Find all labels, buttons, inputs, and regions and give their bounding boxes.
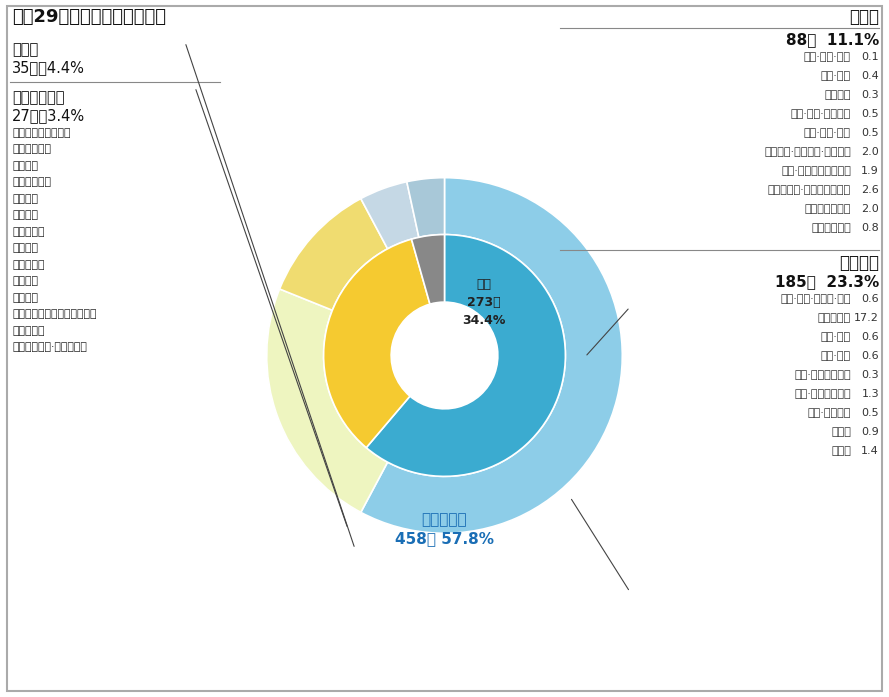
Wedge shape — [412, 235, 444, 304]
Text: 水産·建設·鉱業: 水産·建設·鉱業 — [804, 128, 851, 138]
Text: 公務等: 公務等 — [831, 427, 851, 437]
Text: 商社·流通: 商社·流通 — [821, 351, 851, 361]
Text: 1.3: 1.3 — [861, 389, 879, 399]
Text: 情報通信業: 情報通信業 — [818, 313, 851, 323]
Text: 学術·開発研究機関: 学術·開発研究機関 — [795, 370, 851, 380]
Text: 17.2: 17.2 — [854, 313, 879, 323]
Text: その他: その他 — [12, 42, 38, 57]
Text: 電気·ガス·熱供給·水道: 電気·ガス·熱供給·水道 — [781, 294, 851, 304]
Text: 0.4: 0.4 — [861, 71, 879, 81]
Text: 2.6: 2.6 — [861, 185, 879, 195]
Text: 0.6: 0.6 — [861, 332, 879, 342]
Text: 185名  23.3%: 185名 23.3% — [774, 274, 879, 289]
Wedge shape — [361, 178, 622, 533]
Wedge shape — [267, 289, 388, 512]
Wedge shape — [324, 239, 430, 447]
Text: 2.0: 2.0 — [861, 147, 879, 157]
Wedge shape — [366, 235, 565, 476]
Text: 製造業: 製造業 — [849, 8, 879, 26]
Text: 輸送用機械器具: 輸送用機械器具 — [805, 204, 851, 214]
Text: 0.6: 0.6 — [861, 351, 879, 361]
Text: 他大学大学院: 他大学大学院 — [12, 90, 65, 105]
Text: 京都大学: 京都大学 — [12, 277, 38, 286]
Text: 鉄鋼·非鉄·金属製品: 鉄鋼·非鉄·金属製品 — [790, 109, 851, 119]
Text: 電子部品·デバイス·電子回路: 電子部品·デバイス·電子回路 — [765, 147, 851, 157]
Text: 慶応義塾大学: 慶応義塾大学 — [12, 178, 51, 187]
Text: 本学大学院
458名 57.8%: 本学大学院 458名 57.8% — [395, 512, 494, 546]
Text: 東京工業大学大学院: 東京工業大学大学院 — [12, 128, 70, 138]
Text: 専門·技術サービス: 専門·技術サービス — [795, 389, 851, 399]
Text: 1.4: 1.4 — [861, 446, 879, 456]
Text: 群馬大学: 群馬大学 — [12, 243, 38, 254]
Text: 0.5: 0.5 — [861, 408, 879, 418]
Text: 0.5: 0.5 — [861, 128, 879, 138]
Text: 名古屋大学: 名古屋大学 — [12, 260, 44, 270]
Text: 筑波大学: 筑波大学 — [12, 210, 38, 220]
Text: 0.1: 0.1 — [861, 52, 879, 62]
Wedge shape — [280, 199, 388, 310]
Text: フリードリヒ·シラー大学: フリードリヒ·シラー大学 — [12, 342, 87, 353]
Text: 教育·学習支援: 教育·学習支援 — [807, 408, 851, 418]
Wedge shape — [407, 178, 444, 237]
Text: 就職
273名
34.4%: 就職 273名 34.4% — [462, 277, 505, 327]
Text: 電気·情報通信機械器具: 電気·情報通信機械器具 — [781, 166, 851, 176]
Text: 國學院大学: 國學院大学 — [12, 326, 44, 336]
Text: 食品·飲料·繊維: 食品·飲料·繊維 — [804, 52, 851, 62]
Text: 35名　4.4%: 35名 4.4% — [12, 60, 84, 75]
Text: 東北大学: 東北大学 — [12, 194, 38, 204]
Wedge shape — [361, 182, 419, 249]
Text: 横浜国立大学: 横浜国立大学 — [12, 144, 51, 155]
Text: 0.3: 0.3 — [861, 370, 879, 380]
Text: 平成29年度学部卒業生の進路: 平成29年度学部卒業生の進路 — [12, 8, 166, 26]
Text: 進学
484名
61.2%: 進学 484名 61.2% — [392, 325, 440, 378]
Text: 0.3: 0.3 — [861, 90, 879, 100]
Text: 運輸·郵便: 運輸·郵便 — [821, 332, 851, 342]
Text: 汎用生産用·業務用機械器具: 汎用生産用·業務用機械器具 — [768, 185, 851, 195]
Text: その他製造業: その他製造業 — [812, 223, 851, 233]
Text: 神戸大学: 神戸大学 — [12, 293, 38, 303]
Text: 北陸先端科学技術大学院大学: 北陸先端科学技術大学院大学 — [12, 309, 97, 319]
Text: 27名　3.4%: 27名 3.4% — [12, 108, 85, 123]
Text: 0.6: 0.6 — [861, 294, 879, 304]
Text: 北海道大学: 北海道大学 — [12, 227, 44, 237]
Text: その他: その他 — [831, 446, 851, 456]
Text: 0.5: 0.5 — [861, 109, 879, 119]
Text: 東京大学: 東京大学 — [12, 161, 38, 171]
Text: 印刷関連: 印刷関連 — [824, 90, 851, 100]
Text: 0.8: 0.8 — [861, 223, 879, 233]
Text: 非製造業: 非製造業 — [839, 254, 879, 272]
Text: 化学·石油: 化学·石油 — [821, 71, 851, 81]
Text: 0.9: 0.9 — [861, 427, 879, 437]
Text: 2.0: 2.0 — [861, 204, 879, 214]
Text: 1.9: 1.9 — [861, 166, 879, 176]
Text: 88名  11.1%: 88名 11.1% — [786, 32, 879, 47]
